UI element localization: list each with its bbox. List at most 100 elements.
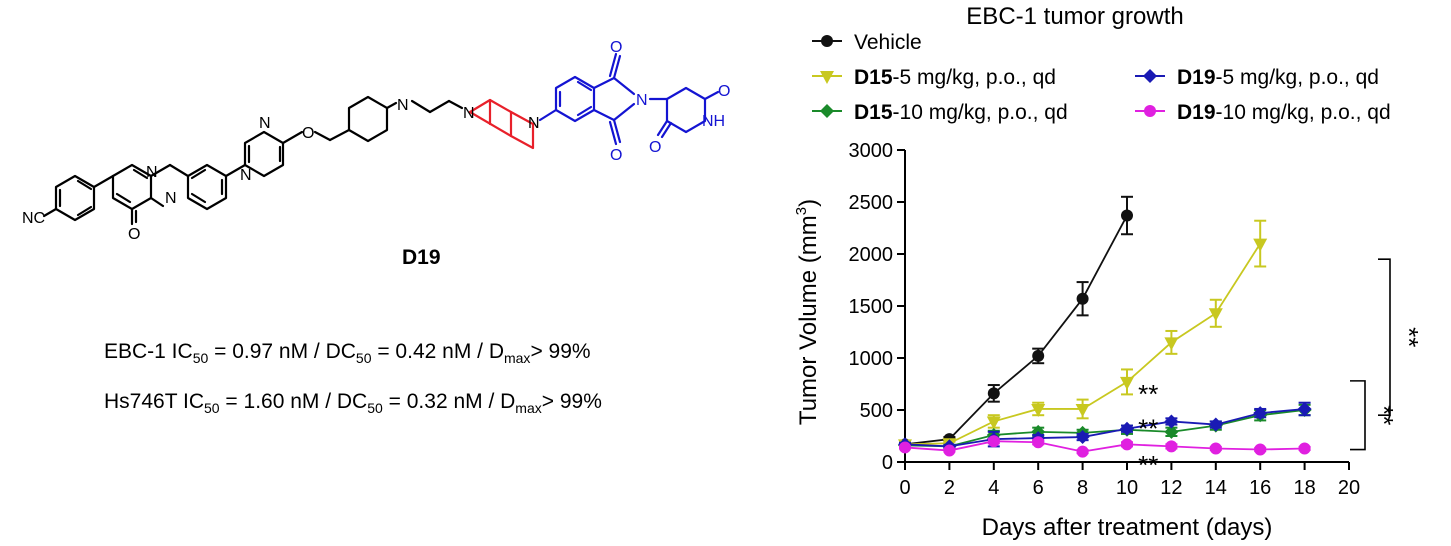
atom-label: O <box>649 139 661 156</box>
bracket-line <box>1378 258 1391 416</box>
bracket-line <box>1350 380 1366 451</box>
data-point <box>1121 438 1133 451</box>
data-point <box>986 416 1001 430</box>
x-tick-label: 4 <box>988 477 999 499</box>
atom-label: N <box>240 167 252 184</box>
legend-item: D15-10 mg/kg, p.o., qd <box>812 101 1068 124</box>
data-point <box>943 444 956 457</box>
atom-label: N <box>259 115 271 132</box>
data-point <box>1120 376 1134 390</box>
data-point <box>1165 440 1178 453</box>
legend: Vehicle D15-5 mg/kg, p.o., qd D15-10 mg/kg… <box>812 31 1391 124</box>
legend-label: D15-10 mg/kg, p.o., qd <box>854 101 1068 124</box>
y-tick-label: 0 <box>882 452 893 474</box>
atom-label: NH <box>702 113 725 130</box>
data-point <box>1297 401 1312 416</box>
x-tick-label: 20 <box>1338 477 1360 499</box>
data-point <box>1075 403 1090 417</box>
legend-item: D19-5 mg/kg, p.o., qd <box>1135 66 1379 89</box>
series-line <box>904 440 1305 453</box>
y-tick-label: 2000 <box>849 244 894 266</box>
atom-label: N <box>165 190 177 207</box>
atom-label: O <box>718 83 730 100</box>
y-tick-label: 2500 <box>849 192 894 214</box>
atom-label: O <box>128 226 140 243</box>
axes: 0 2 4 6 8 10 12 14 16 18 20 0 500 1000 1500 2000 2500 300… <box>849 140 1361 499</box>
data-point <box>1298 442 1311 455</box>
atom-label: O <box>302 125 314 142</box>
data-point <box>1164 337 1179 351</box>
x-tick-label: 6 <box>1033 477 1044 499</box>
series-4 <box>899 435 1311 458</box>
x-tick-label: 2 <box>944 477 955 499</box>
legend-label: D19-10 mg/kg, p.o., qd <box>1177 101 1391 124</box>
x-tick-label: 12 <box>1160 477 1182 499</box>
significance-bracket: ** <box>1378 258 1424 416</box>
significance-mark: ** <box>1394 327 1424 347</box>
annotations: ** ** ** ** ** <box>1138 258 1424 480</box>
significance-mark: ** <box>1138 450 1158 480</box>
legend-item: D19-10 mg/kg, p.o., qd <box>1135 101 1391 124</box>
atom-label: N <box>397 97 409 114</box>
data-point <box>1032 436 1045 449</box>
series-0 <box>899 195 1133 451</box>
data-point <box>1254 443 1267 456</box>
series-line <box>904 409 1305 448</box>
y-axis-label: Tumor Volume (mm3) <box>793 199 822 425</box>
x-tick-label: 16 <box>1249 477 1271 499</box>
data-point <box>1075 430 1090 445</box>
legend-marker <box>821 35 833 47</box>
phenyl-ring <box>186 163 228 211</box>
data-point <box>1208 308 1223 322</box>
x-tick-label: 14 <box>1205 477 1227 499</box>
legend-item: Vehicle <box>812 31 922 54</box>
atom-label: N <box>528 115 540 132</box>
series-layer <box>898 195 1312 458</box>
legend-marker <box>820 71 834 84</box>
significance-mark: ** <box>1369 405 1399 425</box>
y-tick-label: 500 <box>860 400 893 422</box>
x-tick-label: 8 <box>1077 477 1088 499</box>
legend-label: D19-5 mg/kg, p.o., qd <box>1177 66 1379 89</box>
data-point <box>1076 292 1089 305</box>
atom-label: N <box>636 92 648 109</box>
potency-line-hs746t: Hs746T IC50 = 1.60 nM / DC50 = 0.32 nM /… <box>104 390 602 416</box>
significance-mark: ** <box>1138 379 1158 409</box>
atom-label: N <box>146 164 158 181</box>
atom-label: N <box>463 105 475 122</box>
series-line <box>904 408 1305 448</box>
legend-marker <box>1143 69 1157 83</box>
y-tick-label: 1000 <box>849 348 894 370</box>
compound-label: D19 <box>402 246 441 269</box>
legend-label: Vehicle <box>854 31 922 54</box>
data-point <box>1076 445 1089 458</box>
significance-bracket: ** <box>1350 380 1399 451</box>
y-tick-label: 1500 <box>849 296 894 318</box>
x-tick-label: 10 <box>1116 477 1138 499</box>
significance-mark: ** <box>1138 414 1158 444</box>
chemical-structure: NC N N O N N O N N N O O N O O NH D19 <box>22 39 730 269</box>
potency-line-ebc1: EBC-1 IC50 = 0.97 nM / DC50 = 0.42 nM / … <box>104 340 591 366</box>
data-point <box>1120 421 1134 436</box>
data-point <box>899 441 911 454</box>
data-point <box>1208 417 1223 432</box>
data-point <box>1032 349 1045 362</box>
data-point <box>1121 209 1133 222</box>
x-tick-label: 0 <box>899 477 910 499</box>
data-point <box>1164 414 1179 429</box>
x-tick-label: 18 <box>1293 477 1315 499</box>
data-point <box>1253 406 1268 421</box>
legend-item: D15-5 mg/kg, p.o., qd <box>812 66 1056 89</box>
legend-marker <box>820 104 834 118</box>
data-point <box>987 387 1000 400</box>
data-point <box>1209 442 1222 455</box>
series-line <box>904 215 1128 446</box>
y-tick-label: 3000 <box>849 140 894 162</box>
data-point <box>1164 424 1179 439</box>
atom-label: O <box>610 147 622 164</box>
legend-label: D15-5 mg/kg, p.o., qd <box>854 66 1056 89</box>
atom-label: NC <box>22 210 45 227</box>
legend-marker <box>1144 105 1156 117</box>
data-point <box>1031 403 1046 417</box>
